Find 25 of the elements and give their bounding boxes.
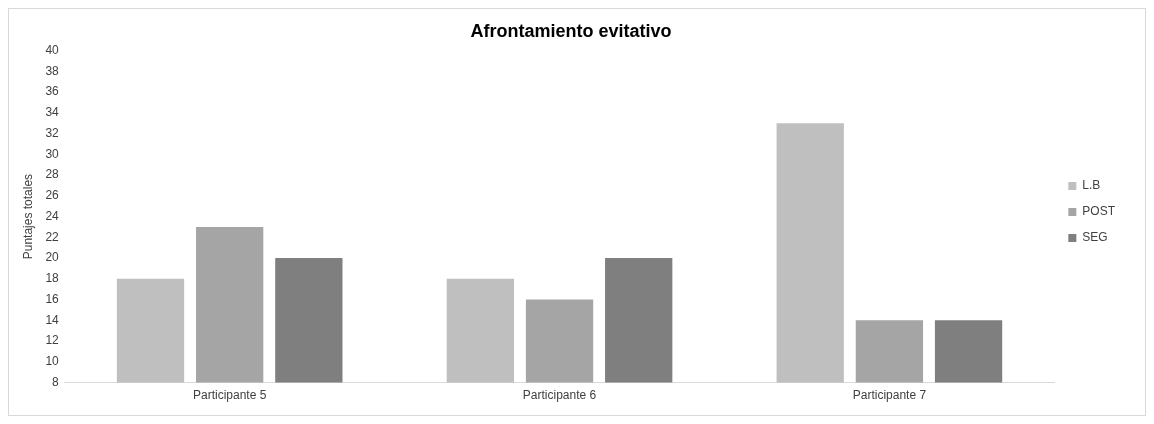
y-tick-label: 14 bbox=[45, 312, 60, 327]
y-axis-title: Puntajes totales bbox=[20, 173, 35, 260]
x-tick-label: Participante 5 bbox=[192, 388, 267, 403]
y-tick-label: 10 bbox=[45, 354, 60, 369]
y-tick-label: 30 bbox=[45, 146, 60, 161]
y-tick-label: 40 bbox=[45, 42, 60, 57]
x-tick-label: Participante 6 bbox=[522, 388, 597, 403]
y-tick-label: 18 bbox=[45, 271, 60, 286]
legend-label: L.B bbox=[1082, 178, 1101, 193]
y-tick-label: 22 bbox=[45, 229, 60, 244]
legend-label: POST bbox=[1082, 204, 1116, 219]
y-tick-label: 24 bbox=[45, 208, 60, 223]
y-tick-label: 38 bbox=[45, 63, 60, 78]
x-tick-label: Participante 7 bbox=[852, 388, 927, 403]
y-tick-label: 36 bbox=[45, 84, 60, 99]
y-tick-label: 32 bbox=[45, 125, 60, 140]
y-tick-label: 26 bbox=[45, 188, 60, 203]
y-tick-label: 34 bbox=[45, 105, 60, 120]
y-tick-label: 16 bbox=[45, 291, 60, 306]
y-tick-label: 8 bbox=[52, 374, 60, 389]
legend-label: SEG bbox=[1082, 230, 1108, 245]
y-tick-label: 20 bbox=[45, 250, 60, 265]
y-tick-label: 12 bbox=[45, 333, 60, 348]
y-tick-label: 28 bbox=[45, 167, 60, 182]
chart-title: Afrontamiento evitativo bbox=[470, 20, 672, 41]
